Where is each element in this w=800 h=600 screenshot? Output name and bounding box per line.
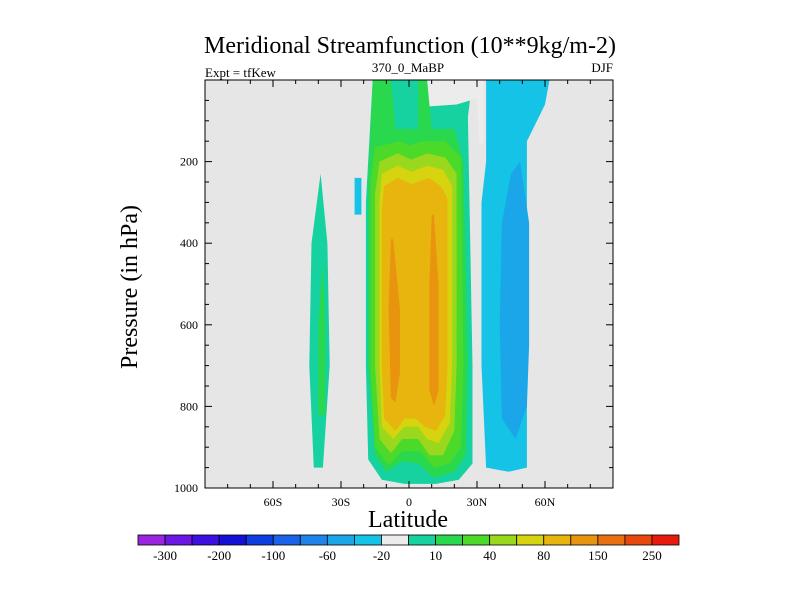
colorbar-swatch bbox=[191, 534, 220, 546]
colorbar-swatch bbox=[326, 534, 355, 546]
colorbar-swatch bbox=[597, 534, 626, 546]
colorbar-swatch bbox=[462, 534, 491, 546]
y-axis-title: Pressure (in hPa) bbox=[117, 205, 143, 369]
contour-region-8 bbox=[422, 80, 484, 146]
colorbar-swatch bbox=[218, 534, 247, 546]
contour-region-4 bbox=[354, 177, 362, 215]
colorbar-swatch bbox=[272, 534, 301, 546]
season-label: DJF bbox=[591, 60, 613, 75]
colorbar-swatch bbox=[570, 534, 599, 546]
contour-region-3 bbox=[520, 365, 527, 411]
x-axis: 60S 30S 0 30N 60N bbox=[204, 80, 614, 509]
chart-title: Meridional Streamfunction (10**9kg/m-2) bbox=[204, 33, 616, 59]
contour-region-6 bbox=[318, 259, 326, 415]
x-tick-label: 60S bbox=[264, 495, 283, 509]
x-axis-title: Latitude bbox=[368, 507, 448, 533]
y-tick-label: 800 bbox=[180, 399, 198, 413]
colorbar-swatch bbox=[489, 534, 518, 546]
y-tick-label: 1000 bbox=[174, 481, 198, 495]
contour-region-14 bbox=[388, 239, 400, 403]
x-tick-label: 0 bbox=[406, 495, 412, 509]
x-tick-label: 30N bbox=[467, 495, 488, 509]
colorbar-swatch bbox=[164, 534, 193, 546]
colorbar-swatch bbox=[435, 534, 463, 546]
colorbar-label: 80 bbox=[537, 548, 550, 563]
y-axis: 200 400 600 800 1000 bbox=[174, 79, 613, 495]
colorbar-label: 40 bbox=[483, 548, 496, 563]
colorbar-swatch bbox=[516, 534, 545, 546]
colorbar-label: -100 bbox=[261, 548, 285, 563]
colorbar-swatch bbox=[353, 534, 382, 546]
colorbar-label: -200 bbox=[207, 548, 231, 563]
colorbar-swatch bbox=[624, 534, 653, 546]
colorbar-label: -20 bbox=[373, 548, 390, 563]
plot-area bbox=[204, 79, 614, 489]
colorbar-label: -60 bbox=[319, 548, 336, 563]
y-tick-label: 400 bbox=[180, 236, 198, 250]
colorbar-label: 150 bbox=[588, 548, 608, 563]
center-label: 370_0_MaBP bbox=[372, 60, 444, 75]
colorbar-swatch bbox=[381, 534, 409, 546]
colorbar-swatch bbox=[137, 534, 166, 546]
y-tick-label: 200 bbox=[180, 155, 198, 169]
colorbar-swatch bbox=[651, 534, 680, 546]
colorbar-label: -300 bbox=[153, 548, 177, 563]
contour-region-15 bbox=[429, 214, 439, 407]
colorbar-swatch bbox=[543, 534, 572, 546]
colorbar-swatch bbox=[408, 534, 436, 546]
y-tick-label: 600 bbox=[180, 318, 198, 332]
x-tick-label: 30S bbox=[332, 495, 351, 509]
colorbar: -300 -200 -100 -60 -20 10 40 80 150 250 bbox=[137, 534, 680, 563]
x-tick-label: 60N bbox=[535, 495, 556, 509]
colorbar-label: 10 bbox=[429, 548, 442, 563]
colorbar-label: 250 bbox=[642, 548, 662, 563]
colorbar-swatch bbox=[299, 534, 328, 546]
colorbar-swatch bbox=[245, 534, 274, 546]
expt-label: Expt = tfKew bbox=[205, 65, 276, 80]
